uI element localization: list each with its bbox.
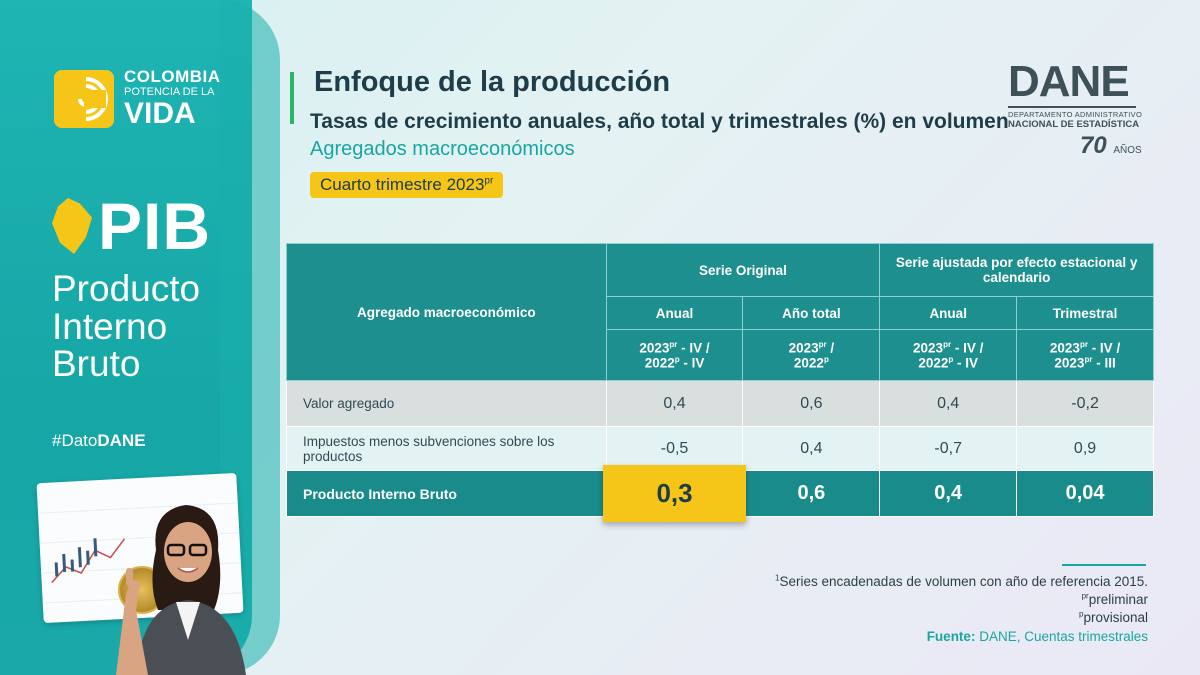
row-label: Producto Interno Bruto — [286, 470, 607, 517]
table-cell: -0,5 — [605, 426, 744, 471]
table-row: Valor agregado 0,4 0,6 0,4 -0,2 — [286, 380, 1154, 427]
table-cell: 0,6 — [742, 470, 881, 517]
highlight-cell: 0,3 — [602, 465, 747, 522]
dane-name: DANE — [1008, 57, 1130, 106]
period-anual: 2023pr - IV /2022p - IV — [605, 329, 744, 381]
header-anual-ajustada: Anual — [879, 296, 1018, 330]
source: Fuente: DANE, Cuentas trimestrales — [926, 628, 1148, 644]
table-cell: 0,6 — [742, 380, 881, 427]
header-trimestral: Trimestral — [1016, 296, 1154, 330]
table-cell: 0,4 — [879, 470, 1018, 517]
pib-sub-line3: Bruto — [52, 343, 141, 385]
quarter-badge: Cuarto trimestre 2023pr — [310, 172, 504, 198]
dane-sub1: DEPARTAMENTO ADMINISTRATIVO — [1008, 110, 1143, 119]
dane-anniversary: 70 AÑOS — [1080, 132, 1142, 159]
table-cell: 0,9 — [1016, 426, 1154, 471]
period-trimestral: 2023pr - IV /2023pr - III — [1016, 329, 1154, 381]
colombia-logo-icon — [54, 69, 114, 128]
brand-line1: COLOMBIA — [124, 67, 221, 86]
footnote-1: 1Series encadenadas de volumen con año d… — [775, 573, 1148, 590]
title-block: Enfoque de la producción — [290, 68, 670, 124]
period-total: 2023pr /2022p — [742, 329, 881, 381]
hashtag: #DatoDANE — [52, 431, 146, 450]
footnote-2: prpreliminar — [1081, 591, 1148, 608]
table-cell: 0,4 — [742, 426, 881, 471]
table-cell: -0,2 — [1016, 380, 1154, 427]
footnotes: 1Series encadenadas de volumen con año d… — [775, 573, 1148, 646]
table-cell: 0,4 — [605, 380, 744, 427]
table-row-total: Producto Interno Bruto 0,3 0,6 0,4 0,04 — [286, 465, 1154, 522]
pib-block: PIB Producto Interno Bruto — [52, 188, 211, 383]
page-subtitle: Tasas de crecimiento anuales, año total … — [310, 110, 1009, 133]
row-label: Impuestos menos subvenciones sobre los p… — [286, 426, 607, 471]
colombia-map-icon — [52, 198, 92, 254]
colombia-brand: COLOMBIA POTENCIA DE LA VIDA — [54, 68, 221, 129]
header-serie-ajustada: Serie ajustada por efecto estacional y c… — [879, 243, 1154, 297]
table-row: Impuestos menos subvenciones sobre los p… — [286, 426, 1154, 471]
highlight-value: 0,3 — [602, 465, 747, 522]
pib-sub-line1: Producto — [52, 268, 201, 309]
person-illustration — [36, 470, 270, 675]
row-label: Valor agregado — [286, 380, 607, 427]
page-title: Enfoque de la producción — [314, 66, 671, 98]
brand-line2: POTENCIA DE LA — [124, 86, 215, 98]
brand-line3: VIDA — [124, 97, 196, 130]
businesswoman-icon — [116, 505, 246, 675]
notes-divider — [1062, 564, 1146, 566]
page-subtitle-2: Agregados macroeconómicos — [310, 138, 575, 160]
pib-heading: PIB — [98, 189, 212, 263]
table-cell: 0,4 — [879, 380, 1018, 427]
pib-sub-line2: Interno — [52, 305, 168, 347]
dane-sub2: NACIONAL DE ESTADÍSTICA — [1008, 119, 1140, 130]
header-ano-total: Año total — [742, 296, 881, 330]
table-cell: -0,7 — [879, 426, 1018, 471]
dane-logo: DANE DEPARTAMENTO ADMINISTRATIVO NACIONA… — [1008, 57, 1143, 159]
table-cell: 0,04 — [1016, 470, 1154, 517]
footnote-3: pprovisional — [1079, 609, 1148, 626]
header-agregado: Agregado macroeconómico — [286, 243, 607, 381]
gdp-table: Agregado macroeconómico Serie Original S… — [286, 243, 1154, 522]
period-anual-ajustada: 2023pr - IV /2022p - IV — [879, 329, 1018, 381]
header-serie-original: Serie Original — [605, 243, 881, 297]
header-anual: Anual — [605, 296, 744, 330]
